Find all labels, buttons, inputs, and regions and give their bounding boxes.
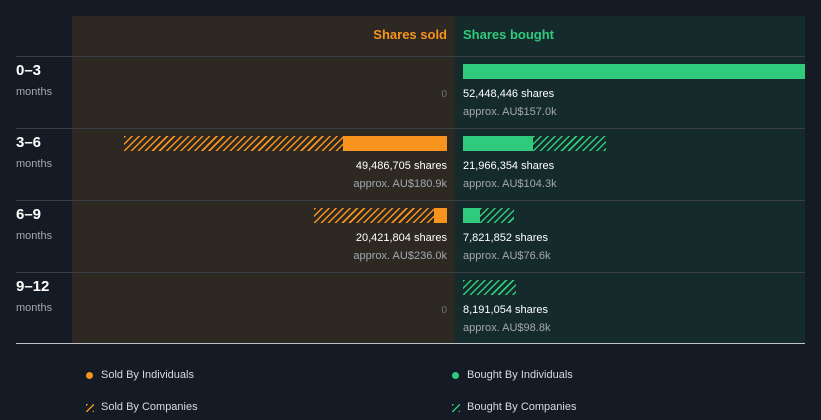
legend-label: Sold By Companies	[101, 401, 198, 413]
sold-companies-bar	[124, 136, 343, 151]
sold-companies-bar	[313, 208, 434, 223]
bought-companies-bar	[533, 136, 607, 151]
bought-approx: approx. AU$98.8k	[463, 322, 551, 334]
period-label: 0–3	[16, 62, 42, 79]
legend-label: Sold By Individuals	[101, 369, 194, 381]
shares-sold-header: Shares sold	[373, 27, 447, 42]
period-label: 9–12	[16, 278, 50, 295]
period-unit: months	[16, 86, 53, 98]
period-unit: months	[16, 158, 53, 170]
row-divider	[16, 128, 805, 129]
orange-dot-icon	[86, 372, 93, 379]
sold-individuals-bar	[342, 136, 447, 151]
sold-shares: 20,421,804 shares	[355, 232, 447, 244]
shares-bought-header: Shares bought	[463, 27, 555, 42]
bought-approx: approx. AU$104.3k	[463, 178, 557, 190]
row-divider	[16, 272, 805, 273]
sold-shares: 49,486,705 shares	[355, 160, 447, 172]
chart-bottom-line	[16, 343, 805, 344]
bought-shares: 7,821,852 shares	[463, 232, 549, 244]
bought-individuals-bar	[463, 208, 480, 223]
sold-approx: approx. AU$236.0k	[353, 250, 447, 262]
orange-hatch-icon	[86, 404, 94, 412]
bought-individuals-bar	[463, 64, 805, 79]
bought-approx: approx. AU$157.0k	[463, 106, 557, 118]
sold-approx: approx. AU$180.9k	[353, 178, 447, 190]
bought-individuals-bar	[463, 136, 534, 151]
bought-shares: 52,448,446 shares	[463, 88, 555, 100]
bought-companies-bar	[463, 280, 517, 295]
green-hatch-icon	[452, 404, 460, 412]
sold-zero-label: 0	[441, 89, 447, 100]
bought-shares: 21,966,354 shares	[463, 160, 555, 172]
legend-label: Bought By Individuals	[467, 369, 573, 381]
period-label: 6–9	[16, 206, 42, 223]
period-label: 3–6	[16, 134, 42, 151]
bought-companies-bar	[479, 208, 514, 223]
row-divider	[16, 56, 805, 57]
sold-individuals-bar	[433, 208, 447, 223]
row-divider	[16, 200, 805, 201]
sold-panel	[72, 16, 455, 343]
period-unit: months	[16, 302, 53, 314]
period-unit: months	[16, 230, 53, 242]
bought-approx: approx. AU$76.6k	[463, 250, 551, 262]
legend-label: Bought By Companies	[467, 401, 577, 413]
bought-shares: 8,191,054 shares	[463, 304, 549, 316]
green-dot-icon	[452, 372, 459, 379]
sold-zero-label: 0	[441, 305, 447, 316]
